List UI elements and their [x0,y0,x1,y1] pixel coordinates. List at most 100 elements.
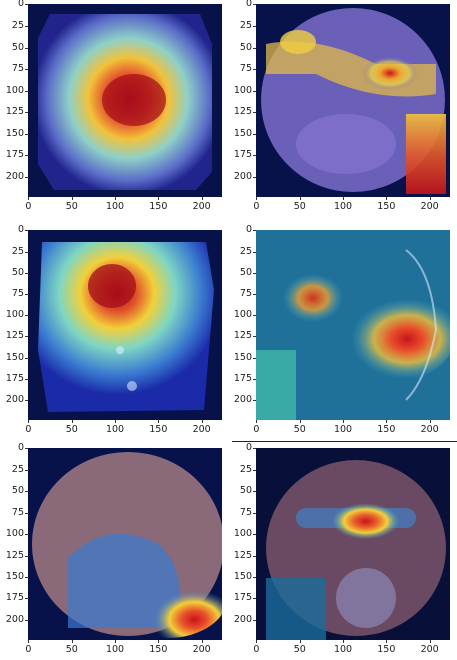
x-tick-mark [28,197,30,200]
x-tick-mark [71,640,73,643]
y-tick-mark [25,112,28,114]
y-tick-mark [253,90,256,92]
y-tick-mark [25,512,28,514]
x-tick-mark [429,640,431,643]
y-tick-mark [253,336,256,338]
x-tick-mark [299,197,301,200]
x-tick-mark [256,420,258,423]
x-tick-mark [256,640,258,643]
y-tick-mark [25,555,28,557]
y-tick-label: 175 [5,372,24,384]
y-tick-mark [253,315,256,317]
y-tick-mark [253,491,256,493]
y-tick-mark [25,315,28,317]
y-tick-mark [25,469,28,471]
y-tick-mark [253,378,256,380]
y-tick-mark [253,25,256,27]
y-tick-mark [253,133,256,135]
heatmap-image-4 [256,230,450,420]
y-tick-label: 50 [11,266,24,278]
x-tick-mark [299,640,301,643]
x-tick-label: 50 [293,201,306,212]
y-tick-mark [253,577,256,578]
y-tick-mark [253,47,256,49]
y-tick-mark [253,598,256,600]
x-tick-label: 50 [293,644,306,655]
x-tick-label: 200 [192,201,211,212]
y-tick-mark [25,491,28,493]
y-tick-mark [253,4,256,6]
y-tick-mark [25,448,28,450]
y-tick-mark [25,69,28,71]
y-tick-label: 100 [5,309,24,321]
y-tick-label: 75 [239,506,252,518]
x-tick-label: 150 [149,201,168,212]
y-tick-mark [25,230,28,232]
heatmap-image-6 [256,448,450,640]
y-tick-label: 25 [11,19,24,31]
y-tick-label: 75 [239,63,252,75]
y-tick-mark [253,272,256,274]
x-tick-label: 200 [192,424,211,435]
y-tick-mark [25,133,28,135]
y-tick-label: 175 [5,592,24,604]
y-tick-mark [25,357,28,359]
x-tick-label: 150 [149,424,168,435]
heatmap-panel-2 [228,0,457,220]
y-tick-label: 25 [239,19,252,31]
y-tick-label: 150 [5,571,24,582]
x-tick-mark [115,640,117,643]
x-tick-mark [28,420,30,423]
y-tick-label: 125 [5,549,24,561]
y-tick-label: 0 [17,224,24,236]
y-tick-mark [253,155,256,157]
y-tick-label: 50 [11,485,24,497]
y-tick-label: 75 [11,506,24,518]
x-tick-label: 0 [25,424,32,435]
x-tick-label: 150 [377,644,396,655]
y-tick-label: 25 [11,245,24,257]
y-tick-label: 200 [233,170,252,182]
y-tick-label: 150 [233,571,252,582]
x-tick-mark [386,197,388,200]
x-tick-mark [115,420,117,423]
heatmap-panel-1 [0,0,228,220]
y-tick-label: 200 [233,394,252,406]
y-tick-mark [253,69,256,71]
x-tick-mark [28,640,30,643]
y-tick-label: 175 [233,149,252,161]
y-tick-mark [253,555,256,557]
x-tick-label: 50 [293,424,306,435]
y-tick-mark [253,512,256,514]
y-tick-mark [253,230,256,232]
x-tick-mark [115,197,117,200]
x-tick-label: 150 [377,424,396,435]
y-tick-mark [253,357,256,359]
x-tick-label: 50 [65,644,78,655]
x-tick-mark [386,640,388,643]
y-tick-mark [25,155,28,157]
x-tick-label: 200 [420,201,439,212]
y-tick-mark [253,176,256,178]
y-tick-label: 200 [233,613,252,625]
x-tick-mark [256,197,258,200]
x-tick-label: 50 [65,201,78,212]
x-tick-label: 0 [25,644,32,655]
y-tick-mark [25,534,28,536]
y-tick-label: 50 [239,485,252,497]
y-tick-mark [25,272,28,274]
heatmap-image-1 [28,4,222,197]
x-tick-label: 150 [377,201,396,212]
x-tick-mark [343,420,345,423]
x-tick-label: 0 [253,424,260,435]
y-tick-mark [253,294,256,296]
y-tick-label: 0 [245,224,252,236]
y-tick-label: 0 [245,0,252,10]
y-tick-label: 175 [233,592,252,604]
y-tick-mark [253,400,256,402]
y-tick-label: 175 [5,149,24,161]
x-tick-label: 200 [420,424,439,435]
x-tick-label: 100 [105,201,125,212]
y-tick-label: 125 [5,106,24,118]
y-tick-mark [253,448,256,450]
